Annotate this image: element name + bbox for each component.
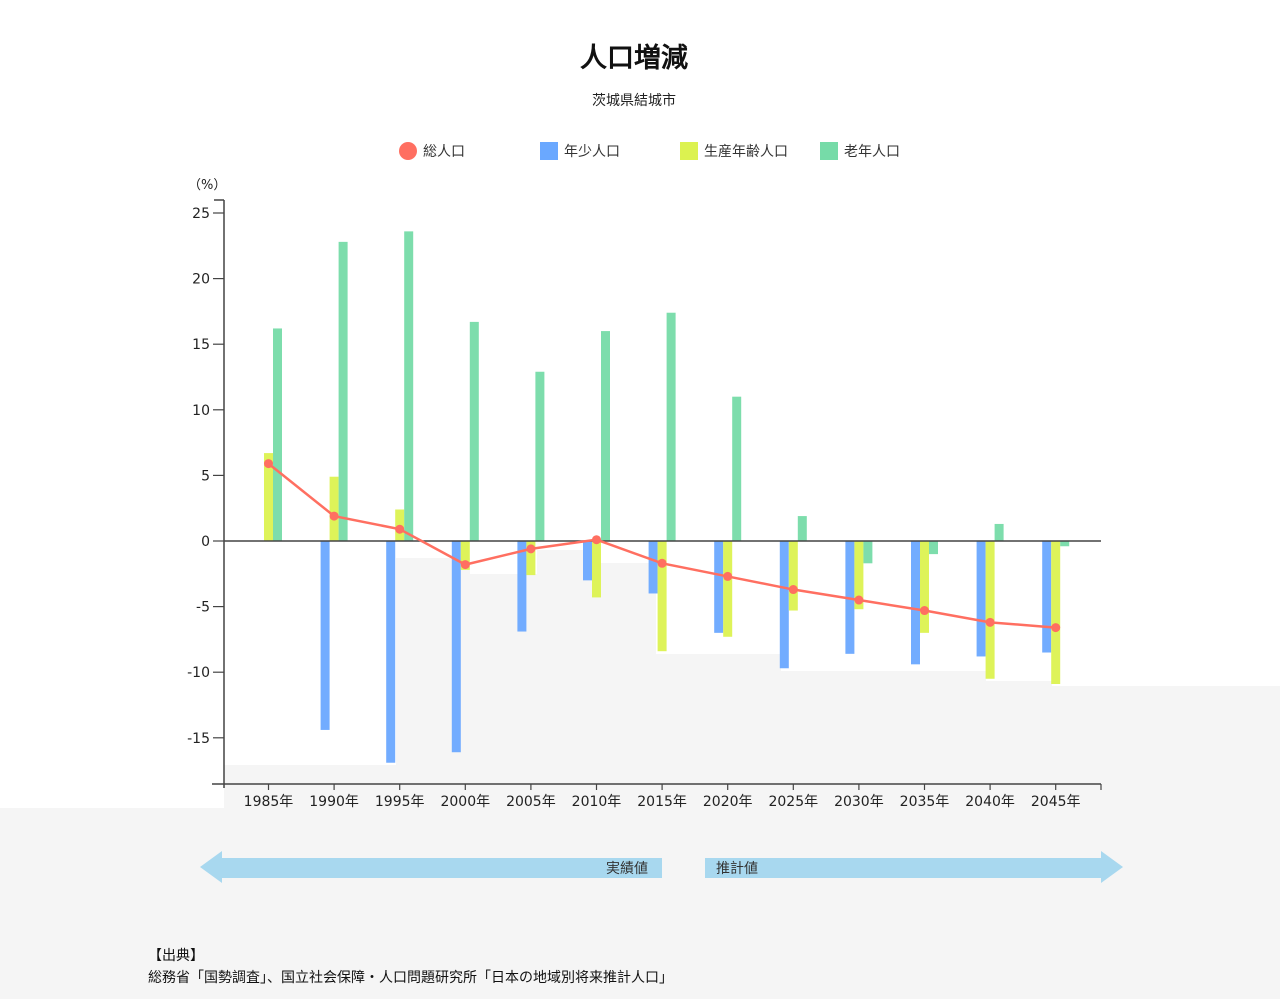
y-tick-label: 20 [192,272,210,288]
bar [911,541,920,665]
bar [601,331,610,541]
bar [994,523,1004,541]
legend-item-youth[interactable]: 年少人口 [540,141,620,161]
chart-subtitle: 茨城県結城市 [592,93,676,109]
bar [469,321,479,541]
bar [526,541,536,576]
y-tick-label: 10 [192,403,210,419]
x-tick-label: 2000年 [440,794,490,810]
data-point-marker [526,544,536,554]
left-arrow-icon [200,851,662,883]
y-tick-label: 15 [192,337,210,353]
data-point-marker [395,524,405,534]
y-tick-label: 0 [201,534,210,550]
right-arrow-icon [705,851,1123,883]
x-tick-label: 2035年 [900,794,950,810]
legend-item-elderly[interactable]: 老年人口 [820,141,900,161]
legend-label: 生産年齢人口 [704,144,788,160]
y-tick-label: 5 [201,468,210,484]
bar [920,541,929,633]
bar [1042,541,1052,653]
bar [1051,541,1061,685]
data-point-marker [854,595,864,605]
bar [929,541,938,555]
bar [723,541,733,637]
y-tick-label: -5 [196,600,210,616]
bar [1060,541,1070,547]
bar [460,541,470,570]
data-point-marker [657,558,667,568]
bar [273,328,282,541]
x-tick-label: 2040年 [965,794,1015,810]
x-tick-label: 2030年 [834,794,884,810]
data-point-marker [264,459,273,469]
legend-label: 総人口 [423,144,465,160]
square-icon [680,142,698,160]
y-tick-label: 25 [192,206,210,222]
actual-values-label: 実績値 [606,861,648,877]
x-tick-label: 2015年 [637,794,687,810]
y-tick-label: -10 [187,665,210,681]
bar [320,541,330,730]
bar [976,541,986,657]
square-icon [820,142,838,160]
y-axis-unit-label: （%） [188,178,227,193]
bar [657,541,667,652]
bar [517,541,527,632]
x-tick-label: 2005年 [506,794,556,810]
x-tick-label: 1995年 [375,794,425,810]
chart-title: 人口増減 [580,43,688,74]
actual-values-arrow [200,851,662,883]
x-tick-label: 2020年 [703,794,753,810]
bar [666,312,676,541]
circle-icon [399,142,417,160]
bar [583,541,592,581]
bar [714,541,724,633]
data-point-marker [329,511,339,521]
y-tick-label: -15 [187,731,210,747]
bar [338,241,348,541]
total-population-line [264,459,1061,633]
legend-label: 老年人口 [844,144,900,160]
data-point-marker [592,535,601,545]
bar [985,541,995,679]
bar [404,231,414,542]
x-tick-label: 1985年 [244,794,294,810]
data-point-marker [920,606,929,616]
bar-series [264,231,1070,763]
x-tick-label: 2025年 [768,794,818,810]
source-text: 総務省「国勢調査」、国立社会保障・人口問題研究所「日本の地域別将来推計人口」 [148,970,673,986]
bar [451,541,461,753]
projected-values-arrow [705,851,1123,883]
bar [779,541,789,669]
data-point-marker [460,560,470,570]
legend-item-working-age[interactable]: 生産年齢人口 [680,141,788,161]
legend-item-total[interactable]: 総人口 [399,141,465,161]
axes: 25 20 15 10 5 0 -5 -10 -15 1985年 1990年 1995年 2000年 20… [187,199,1102,810]
bar [264,453,273,541]
projected-values-label: 推計値 [716,861,758,877]
square-icon [540,142,558,160]
bar [797,516,807,541]
source-heading: 【出典】 [148,948,204,964]
bar [854,541,864,610]
bar [863,541,873,564]
x-tick-label: 1990年 [309,794,359,810]
bar [732,396,742,541]
bar [535,371,545,541]
legend-label: 年少人口 [564,144,620,160]
bar [788,541,798,611]
x-tick-label: 2010年 [572,794,622,810]
data-point-marker [985,617,995,627]
bar [648,541,658,594]
bar [386,541,396,763]
bar [592,541,601,598]
data-point-marker [788,585,798,595]
data-point-marker [723,571,733,581]
bar [329,476,339,541]
x-tick-label: 2045年 [1031,794,1081,810]
data-point-marker [1051,623,1061,633]
